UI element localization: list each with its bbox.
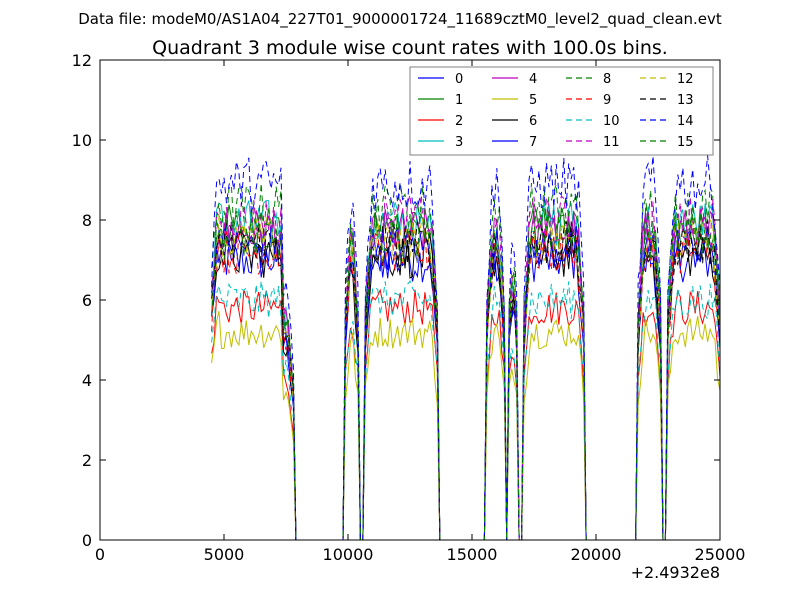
legend-label-6: 6: [529, 114, 537, 129]
y-tick-label: 10: [72, 131, 92, 150]
legend-frame: [409, 66, 714, 156]
series-line-15: [211, 211, 721, 541]
legend-label-3: 3: [455, 135, 463, 150]
y-tick-label: 12: [72, 51, 92, 70]
legend-label-1: 1: [455, 93, 463, 108]
legend-label-8: 8: [603, 72, 611, 87]
legend-label-9: 9: [603, 93, 611, 108]
legend-label-5: 5: [529, 93, 537, 108]
x-tick-label: 25000: [695, 545, 746, 564]
y-tick-label: 8: [82, 211, 92, 230]
y-tick-label: 6: [82, 291, 92, 310]
series-line-9: [211, 228, 721, 541]
suptitle: Data file: modeM0/AS1A04_227T01_90000017…: [78, 10, 722, 29]
series-line-0: [211, 229, 721, 541]
legend-label-2: 2: [455, 114, 463, 129]
legend-label-14: 14: [677, 114, 694, 129]
series-line-7: [211, 226, 721, 541]
x-offset-label: +2.4932e8: [631, 563, 720, 582]
legend-label-12: 12: [677, 72, 694, 87]
y-tick-label: 4: [82, 371, 92, 390]
x-tick-label: 0: [95, 545, 105, 564]
x-tick-label: 10000: [323, 545, 374, 564]
x-tick-label: 15000: [447, 545, 498, 564]
legend-label-15: 15: [677, 135, 694, 150]
legend-label-4: 4: [529, 72, 537, 87]
series-line-1: [211, 203, 721, 541]
y-tick-label: 0: [82, 531, 92, 550]
legend-label-11: 11: [603, 135, 620, 150]
chart-title: Quadrant 3 module wise count rates with …: [152, 37, 668, 59]
series-layer: [211, 155, 721, 541]
legend-label-7: 7: [529, 135, 537, 150]
legend-label-10: 10: [603, 114, 620, 129]
x-tick-label: 5000: [204, 545, 245, 564]
series-line-6: [211, 233, 721, 541]
x-tick-label: 20000: [571, 545, 622, 564]
legend-label-13: 13: [677, 93, 694, 108]
legend-label-0: 0: [455, 72, 463, 87]
y-tick-label: 2: [82, 451, 92, 470]
